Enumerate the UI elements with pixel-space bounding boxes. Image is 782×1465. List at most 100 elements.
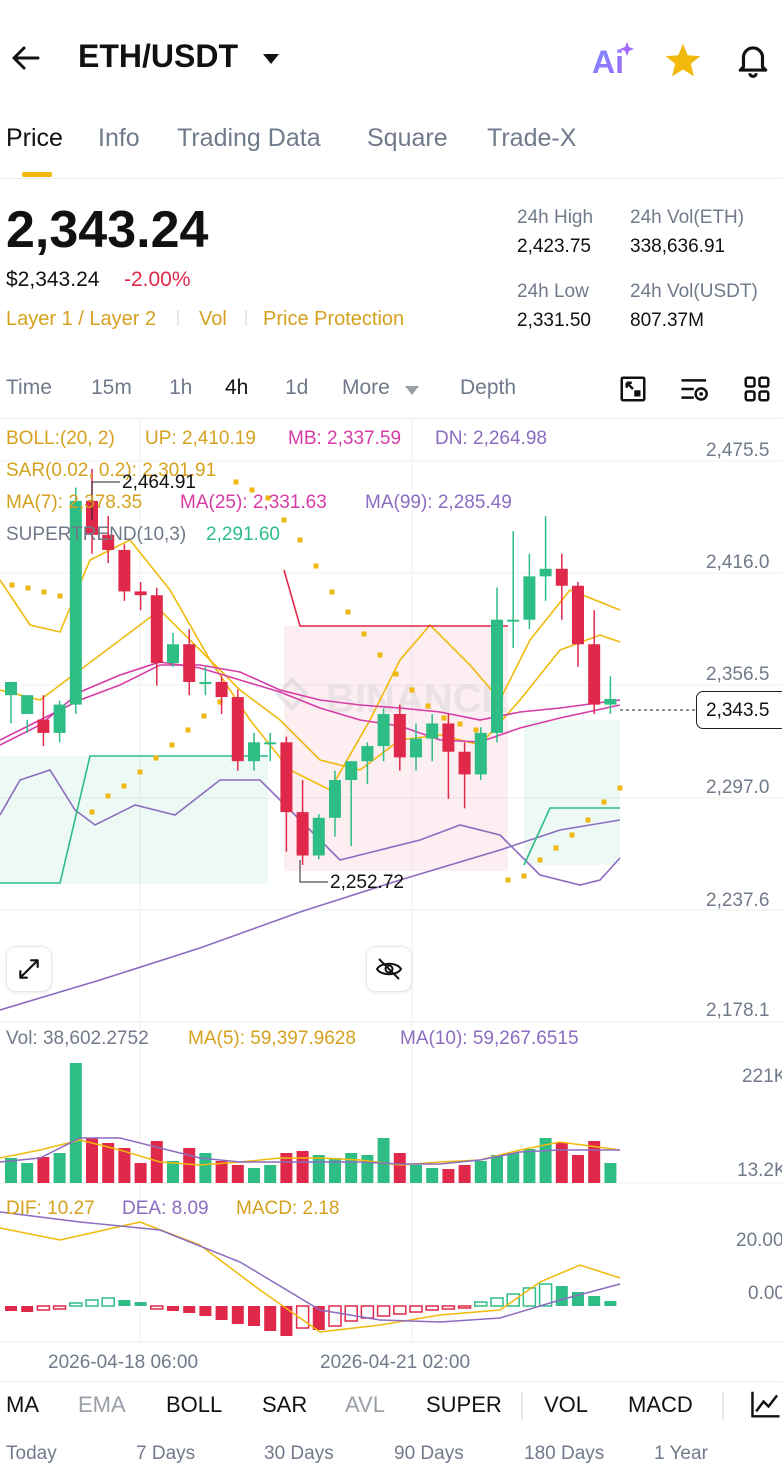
volume-bar [442,1169,455,1183]
range-30d[interactable]: 30 Days [264,1443,334,1464]
sar-dot [41,589,47,595]
macd-dif-line [0,1221,621,1333]
tf-4h[interactable]: 4h [225,376,249,399]
ind-separator [521,1392,523,1420]
vol-ma10-legend: MA(10): 59,267.6515 [400,1028,579,1049]
volume-bar [458,1165,471,1183]
tag-layer[interactable]: Layer 1 / Layer 2 [6,308,157,330]
ind-ma[interactable]: MA [6,1392,39,1417]
price-chart[interactable]: BINANCE [0,420,782,1380]
indicator-chart-icon[interactable] [750,1389,782,1424]
watermark-text: BINANCE [326,677,508,721]
high-annotation: 2,464.91 [122,472,196,493]
volume-bar [231,1165,244,1183]
volume-bar [280,1153,293,1183]
sar-dot [137,769,143,775]
candle-body [426,723,439,739]
sar-dot [537,857,543,863]
macd-bar [360,1305,375,1319]
back-button[interactable] [8,40,44,76]
candle-body [410,738,422,758]
volume-bar [604,1163,617,1183]
volume-bar [588,1141,601,1183]
tab-info[interactable]: Info [98,124,140,152]
chart-grid [0,420,782,1343]
tab-trade-x[interactable]: Trade-X [487,124,577,152]
candle-body [377,714,390,747]
macd-bar [167,1306,179,1311]
ind-ema[interactable]: EMA [78,1392,126,1417]
range-90d[interactable]: 90 Days [394,1443,464,1464]
tf-1h[interactable]: 1h [169,376,193,399]
candle-body [280,742,293,813]
range-1y[interactable]: 1 Year [654,1443,708,1464]
stat-vol-usdt: 807.37M [630,310,704,331]
tab-trading-data[interactable]: Trading Data [177,124,321,152]
favorite-star-icon[interactable] [664,42,702,83]
candle-body [248,742,260,762]
macd-bar [231,1306,244,1324]
volume-bar [183,1148,196,1183]
chart-settings-icon[interactable] [679,374,711,409]
low-annotation: 2,252.72 [330,872,404,893]
tf-depth[interactable]: Depth [460,376,517,399]
ind-vol[interactable]: VOL [544,1392,589,1417]
ind-boll[interactable]: BOLL [166,1392,223,1417]
range-7d[interactable]: 7 Days [136,1443,196,1464]
tf-more[interactable]: More [342,376,390,399]
stat-high: 2,423.75 [517,236,591,257]
macd-bar [264,1306,277,1331]
date-label: 2026-04-21 02:00 [320,1352,471,1373]
sar-dot [313,563,319,569]
pair-dropdown-icon[interactable] [261,52,281,71]
ind-sar[interactable]: SAR [262,1392,308,1417]
tf-time[interactable]: Time [6,376,52,399]
last-price: 2,343.24 [6,201,209,259]
sar-dot [569,832,575,838]
fullscreen-chart-icon[interactable] [618,374,648,409]
notification-bell-icon[interactable] [734,40,772,83]
sar-dot [473,727,479,733]
sar-dot [521,873,527,879]
tab-active-indicator [22,172,52,177]
stat-vol-usdt-label: 24h Vol(USDT) [630,281,758,302]
expand-chart-button[interactable] [6,946,52,992]
sar-dots [9,479,623,883]
candle-body [215,681,228,698]
sar-dot [393,671,399,677]
ind-super[interactable]: SUPER [426,1392,502,1417]
divider [0,178,782,179]
macd-bar [69,1302,83,1307]
range-180d[interactable]: 180 Days [524,1443,605,1464]
macd-bar [134,1302,147,1306]
candle-body [199,681,212,684]
candle-body [21,695,34,715]
macd-bar [604,1301,617,1306]
volume-bar [5,1158,17,1183]
ai-icon[interactable]: Ai [590,40,636,85]
stat-low-label: 24h Low [517,281,589,302]
volume-bar [118,1148,131,1183]
layout-grid-icon[interactable] [742,374,772,409]
ind-avl[interactable]: AVL [345,1392,385,1417]
hide-indicators-button[interactable] [366,946,412,992]
volume-bar [199,1153,212,1183]
ind-macd[interactable]: MACD [628,1392,693,1417]
tf-1d[interactable]: 1d [285,376,309,399]
macd-bar [199,1306,212,1316]
tab-square[interactable]: Square [367,124,448,152]
range-today[interactable]: Today [6,1443,57,1464]
tab-price[interactable]: Price [6,124,63,152]
sar-dot [377,652,383,658]
macd-bar [312,1306,325,1330]
tag-price-protection[interactable]: Price Protection [263,308,405,330]
candle-body [5,681,17,696]
tag-vol[interactable]: Vol [199,308,227,330]
chart-annotations [91,481,328,883]
pair-title[interactable]: ETH/USDT [78,38,238,74]
tf-15m[interactable]: 15m [91,376,132,399]
low-annotation-line [299,860,328,883]
more-dropdown-icon[interactable] [404,383,420,401]
ma99-legend: MA(99): 2,285.49 [365,492,512,513]
macd-bar [538,1283,553,1307]
